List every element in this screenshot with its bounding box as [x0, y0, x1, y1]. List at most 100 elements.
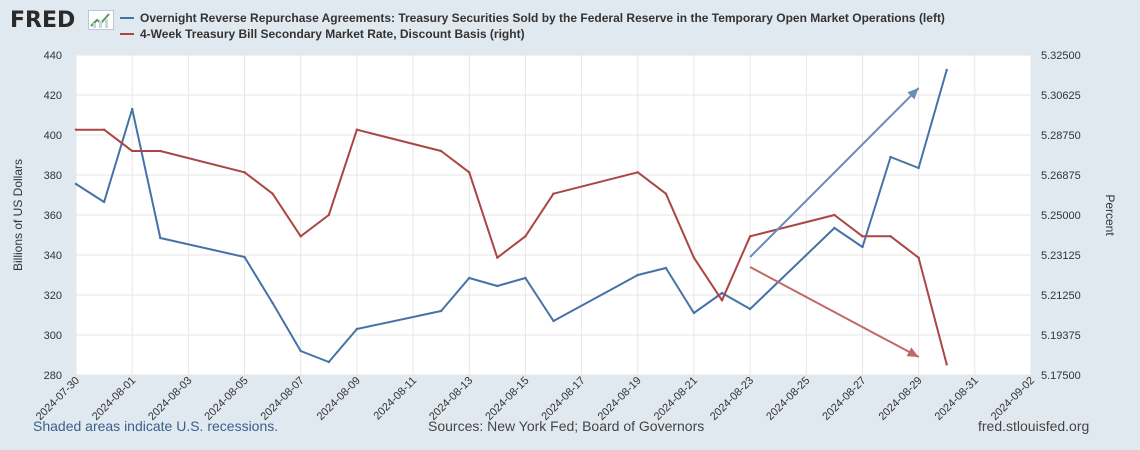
- y-right-tick-label: 5.23125: [1041, 250, 1081, 262]
- x-tick-label: 2024-08-25: [764, 375, 812, 423]
- chart-line-icon: [88, 10, 114, 30]
- legend-item-series-2[interactable]: 4-Week Treasury Bill Secondary Market Ra…: [120, 27, 525, 41]
- x-tick-label: 2024-08-15: [483, 375, 531, 423]
- x-tick-label: 2024-08-11: [371, 375, 419, 423]
- data-point: [327, 213, 330, 217]
- data-point: [468, 171, 471, 174]
- data-point: [748, 235, 752, 238]
- data-point: [552, 192, 555, 195]
- data-point: [468, 276, 471, 280]
- y-left-tick-label: 420: [44, 90, 62, 102]
- legend-label-2: 4-Week Treasury Bill Secondary Market Ra…: [140, 27, 525, 41]
- y-left-tick-label: 320: [44, 290, 62, 302]
- legend-item-series-1[interactable]: Overnight Reverse Repurchase Agreements:…: [120, 11, 945, 25]
- data-point: [159, 236, 162, 240]
- data-point: [889, 155, 892, 159]
- y-left-tick-label: 340: [44, 250, 62, 262]
- data-point: [552, 319, 555, 323]
- sources-note: Sources: New York Fed; Board of Governor…: [428, 418, 705, 434]
- data-point: [664, 192, 668, 195]
- series-line-1: [75, 69, 948, 363]
- data-point: [664, 266, 668, 270]
- data-point: [243, 171, 246, 174]
- data-point: [524, 276, 527, 280]
- data-point: [355, 128, 359, 131]
- annotation-arrow-2: [749, 266, 920, 358]
- data-point: [271, 301, 274, 305]
- data-point: [496, 284, 499, 288]
- data-point: [299, 235, 302, 238]
- data-point: [243, 255, 246, 259]
- x-tick-label: 2024-08-17: [539, 375, 587, 423]
- data-point: [636, 171, 639, 174]
- data-point: [102, 200, 106, 204]
- data-point: [692, 256, 696, 259]
- legend-swatch-1: [120, 16, 134, 19]
- annotation-arrow-1: [749, 87, 920, 258]
- data-point: [299, 349, 302, 353]
- y-right-tick-label: 5.19375: [1041, 330, 1081, 342]
- data-point: [720, 299, 724, 302]
- data-point: [833, 226, 836, 230]
- x-tick-label: 2024-08-13: [427, 375, 475, 423]
- data-point: [748, 307, 752, 311]
- x-tick-label: 2024-08-03: [146, 375, 194, 423]
- data-point: [636, 273, 639, 277]
- data-point: [327, 360, 330, 364]
- x-tick-label: 2024-08-01: [90, 375, 138, 423]
- data-point: [102, 128, 106, 131]
- y-right-tick-label: 5.17500: [1041, 370, 1081, 382]
- y-left-tick-label: 280: [44, 370, 62, 382]
- data-point: [889, 235, 892, 238]
- y-right-tick-label: 5.28750: [1041, 130, 1081, 142]
- y-axis-left-label: Billions of US Dollars: [11, 159, 25, 271]
- x-tick-label: 2024-08-19: [596, 375, 644, 423]
- fred-logo[interactable]: FRED: [10, 8, 76, 33]
- site-link[interactable]: fred.stlouisfed.org: [978, 418, 1090, 434]
- data-point: [74, 182, 78, 186]
- data-point: [917, 166, 920, 170]
- data-point: [355, 327, 359, 331]
- y-right-tick-label: 5.26875: [1041, 170, 1081, 182]
- data-point: [720, 291, 724, 295]
- data-point: [439, 309, 443, 313]
- y-left-tick-label: 300: [44, 330, 62, 342]
- x-tick-label: 2024-09-02: [989, 375, 1037, 423]
- data-point: [271, 192, 274, 195]
- x-tick-label: 2024-08-29: [876, 375, 924, 423]
- annotation-arrowhead-1: [907, 88, 919, 100]
- data-point: [945, 68, 948, 72]
- x-tick-label: 2024-08-27: [820, 375, 868, 423]
- data-point: [692, 311, 696, 315]
- y-right-tick-label: 5.30625: [1041, 90, 1081, 102]
- y-left-tick-label: 380: [44, 170, 62, 182]
- series-line-2: [76, 128, 948, 365]
- y-right-tick-label: 5.25000: [1041, 210, 1081, 222]
- x-tick-label: 2024-08-23: [708, 375, 756, 423]
- data-point: [833, 213, 836, 217]
- y-right-tick-label: 5.21250: [1041, 290, 1081, 302]
- data-point: [130, 107, 134, 111]
- data-point: [524, 235, 527, 238]
- data-point: [496, 256, 499, 259]
- y-left-tick-label: 400: [44, 130, 62, 142]
- data-point: [439, 149, 443, 153]
- x-tick-label: 2024-08-05: [202, 375, 250, 423]
- y-axis-right-label: Percent: [1103, 194, 1117, 236]
- data-point: [159, 149, 162, 153]
- y-right-tick-label: 5.32500: [1041, 50, 1081, 62]
- x-tick-label: 2024-08-31: [933, 375, 981, 423]
- legend-swatch-2: [120, 32, 134, 35]
- data-point: [130, 149, 134, 153]
- data-point: [861, 235, 864, 238]
- x-tick-label: 2024-08-09: [315, 375, 363, 423]
- data-point: [917, 256, 920, 259]
- x-tick-label: 2024-08-07: [259, 375, 307, 423]
- x-tick-label: 2024-08-21: [652, 375, 700, 423]
- recessions-note: Shaded areas indicate U.S. recessions.: [33, 418, 279, 434]
- annotation-arrowhead-2: [906, 347, 919, 357]
- data-point: [74, 128, 78, 131]
- data-point: [861, 245, 864, 249]
- legend-label-1: Overnight Reverse Repurchase Agreements:…: [140, 11, 945, 25]
